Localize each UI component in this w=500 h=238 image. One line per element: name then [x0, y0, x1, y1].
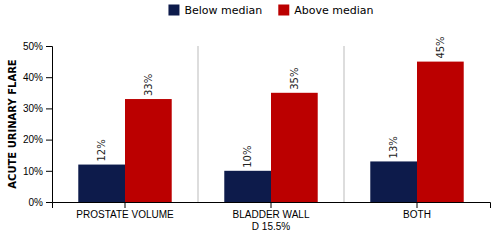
- legend-swatch: [278, 5, 289, 16]
- axis-line: [46, 47, 53, 203]
- tick-label: 10%: [23, 166, 43, 177]
- bar: [417, 62, 464, 202]
- tick-mark: [46, 46, 52, 47]
- tick-label: 40%: [23, 72, 43, 83]
- tick: 30%: [23, 103, 52, 114]
- tick-label-line: PROSTATE VOLUME: [76, 209, 174, 220]
- tick-label: 50%: [23, 41, 43, 52]
- data-label: 45%: [435, 36, 446, 58]
- tick-label: BLADDER WALLD 15.5%: [233, 209, 310, 232]
- tick: 50%: [23, 41, 52, 52]
- tick-mark: [417, 202, 418, 208]
- bar: [370, 161, 417, 202]
- tick-label-line: D 15.5%: [252, 221, 290, 232]
- bar: [78, 165, 125, 202]
- axis-line: [53, 203, 491, 209]
- data-label: 10%: [242, 146, 253, 168]
- legend-item: Below median: [168, 4, 262, 17]
- y-axis-title: ACUTE URINARY FLARE: [7, 59, 18, 189]
- tick: 10%: [23, 166, 52, 177]
- tick: BLADDER WALLD 15.5%: [233, 202, 310, 232]
- data-label: 35%: [289, 68, 300, 90]
- chart: 12% 10% 13% 33% 35% 45% 0% 10% 20% 30% 40% 50% PROST…: [0, 0, 500, 238]
- legend: Below median Above median: [168, 4, 373, 17]
- tick-mark: [46, 108, 52, 109]
- legend-item: Above median: [278, 4, 373, 17]
- tick: BOTH: [403, 202, 431, 220]
- bar: [125, 99, 172, 202]
- data-label: 33%: [143, 74, 154, 96]
- tick: 40%: [23, 72, 52, 83]
- tick-label: 20%: [23, 134, 43, 145]
- divider: [344, 46, 345, 202]
- data-label: 13%: [388, 136, 399, 158]
- tick-mark: [46, 202, 52, 203]
- tick-label: PROSTATE VOLUME: [76, 209, 174, 220]
- tick-mark: [125, 202, 126, 208]
- tick-label-line: BLADDER WALL: [233, 209, 310, 220]
- tick-mark: [46, 140, 52, 141]
- dividers: [198, 46, 344, 202]
- tick: 20%: [23, 134, 52, 145]
- tick: PROSTATE VOLUME: [76, 202, 174, 220]
- divider: [198, 46, 199, 202]
- tick-label: BOTH: [403, 209, 431, 220]
- data-labels: 12% 10% 13% 33% 35% 45%: [96, 36, 446, 167]
- plot: 12% 10% 13% 33% 35% 45% 0% 10% 20% 30% 40% 50% PROST…: [23, 36, 491, 231]
- legend-swatch: [168, 5, 179, 16]
- y-axis: 0% 10% 20% 30% 40% 50%: [23, 41, 53, 208]
- tick: 0%: [29, 197, 52, 208]
- bars: [78, 62, 463, 202]
- bar: [271, 93, 318, 202]
- x-axis: PROSTATE VOLUME BLADDER WALLD 15.5% BOTH: [53, 202, 491, 232]
- tick-label: 30%: [23, 103, 43, 114]
- legend-label: Below median: [184, 4, 262, 17]
- data-label: 12%: [96, 139, 107, 161]
- bar: [224, 171, 271, 202]
- tick-label-line: BOTH: [403, 209, 431, 220]
- tick-label: 0%: [29, 197, 44, 208]
- tick-mark: [46, 77, 52, 78]
- tick-mark: [46, 171, 52, 172]
- tick-mark: [271, 202, 272, 208]
- legend-label: Above median: [294, 4, 373, 17]
